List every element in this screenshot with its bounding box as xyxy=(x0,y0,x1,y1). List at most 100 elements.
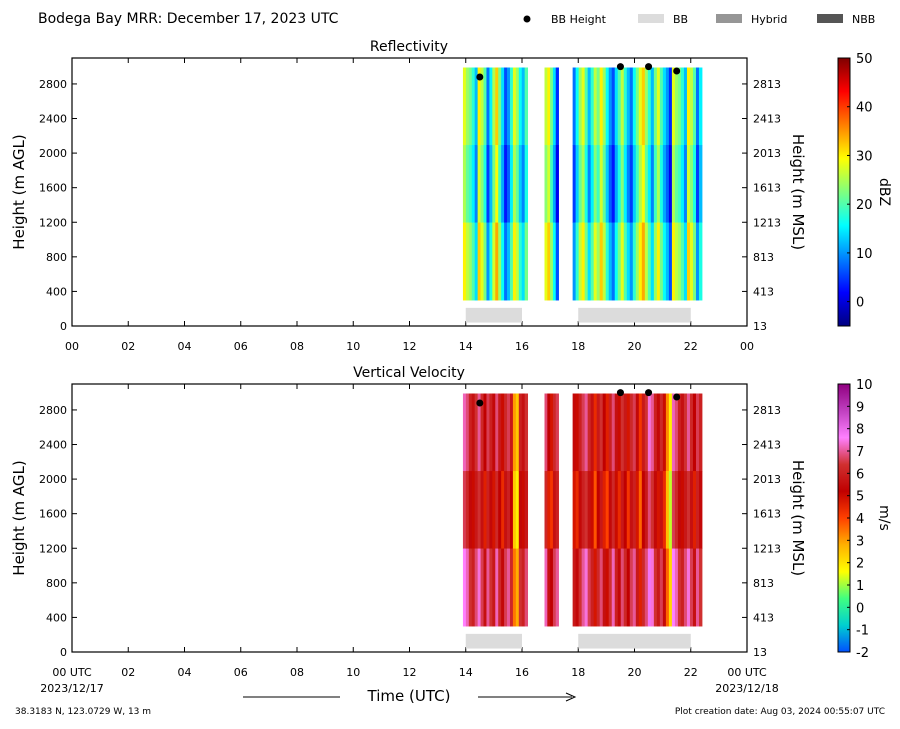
data-column-cell xyxy=(518,471,523,549)
y-tick-right-label: 13 xyxy=(753,646,767,659)
vertical-velocity-panel: 00 UTC 02 04 06 08 10 12 14 16 18 20 22 00 UTC 0 400 80… xyxy=(39,383,781,679)
data-column-cell xyxy=(617,145,622,223)
colorbar-tick-label: 6 xyxy=(856,467,864,482)
data-column-cell xyxy=(641,222,646,301)
dbz-colorbar-label: dBZ xyxy=(876,178,892,206)
data-column-cell xyxy=(647,548,652,627)
data-column-cell xyxy=(492,222,496,301)
data-column-cell xyxy=(611,145,616,223)
data-column-cell xyxy=(489,548,493,627)
data-column-cell xyxy=(683,471,688,549)
data-column-cell xyxy=(518,67,523,146)
x-tick-label: 18 xyxy=(571,666,585,679)
data-column-cell xyxy=(665,145,670,223)
colorbar-tick-label: 1 xyxy=(856,579,864,594)
data-column-cell xyxy=(614,145,619,223)
data-column-cell xyxy=(483,548,487,627)
data-column-cell xyxy=(504,222,508,301)
data-column-cell xyxy=(647,222,652,301)
x-tick-label: 02 xyxy=(121,340,135,353)
data-column-cell xyxy=(477,548,481,627)
data-column-cell xyxy=(656,393,661,472)
data-column-cell xyxy=(507,548,511,627)
data-column-cell xyxy=(512,67,517,146)
data-column-cell xyxy=(489,393,493,472)
data-column-cell xyxy=(671,393,676,472)
data-column-cell xyxy=(620,222,625,301)
data-column-cell xyxy=(547,471,551,549)
data-column-cell xyxy=(599,548,604,627)
data-column-cell xyxy=(555,67,559,146)
data-column-cell xyxy=(617,222,622,301)
data-column-cell xyxy=(605,145,610,223)
x-tick-label: 10 xyxy=(346,666,360,679)
data-column-cell xyxy=(638,548,643,627)
data-column-cell xyxy=(572,222,577,301)
data-column-cell xyxy=(544,393,548,472)
colorbar-tick-label: 20 xyxy=(856,198,873,213)
data-column-cell xyxy=(629,145,634,223)
data-column-cell xyxy=(480,548,484,627)
data-column-cell xyxy=(492,548,496,627)
x-tick-label: 12 xyxy=(403,340,417,353)
data-column-cell xyxy=(581,67,586,146)
data-column-cell xyxy=(665,471,670,549)
data-column-cell xyxy=(593,145,598,223)
y-tick-right-label: 413 xyxy=(753,285,774,298)
data-column-cell xyxy=(686,471,691,549)
data-column-cell xyxy=(477,67,481,146)
data-column-cell xyxy=(501,67,505,146)
data-column-cell xyxy=(626,548,631,627)
data-column-cell xyxy=(647,67,652,146)
data-column-cell xyxy=(468,471,473,549)
data-column-cell xyxy=(465,67,470,146)
data-column-cell xyxy=(629,393,634,472)
data-column-cell xyxy=(587,222,592,301)
data-column-cell xyxy=(489,471,493,549)
data-column-cell xyxy=(483,393,487,472)
data-column-cell xyxy=(480,393,484,472)
data-column-cell xyxy=(698,548,703,627)
y-tick-right-label: 1613 xyxy=(753,182,781,195)
data-column-cell xyxy=(515,548,520,627)
reflectivity-panel: 00 02 04 06 08 10 12 14 16 18 20 22 0004008001200160… xyxy=(39,57,781,353)
data-column-cell xyxy=(695,145,700,223)
data-column-cell xyxy=(550,145,554,223)
data-column-cell xyxy=(596,471,601,549)
data-column-cell xyxy=(518,145,523,223)
data-column-cell xyxy=(671,145,676,223)
data-column-cell xyxy=(593,222,598,301)
data-column-cell xyxy=(689,145,694,223)
data-column-cell xyxy=(641,393,646,472)
data-column-cell xyxy=(489,145,493,223)
data-column-cell xyxy=(611,471,616,549)
data-column-cell xyxy=(698,393,703,472)
legend-swatch xyxy=(716,14,742,23)
data-column-cell xyxy=(584,393,589,472)
data-column-cell xyxy=(680,548,685,627)
bb-height-point xyxy=(476,399,484,407)
data-column-cell xyxy=(680,67,685,146)
colorbar-tick-label: 5 xyxy=(856,490,864,505)
data-column-cell xyxy=(584,471,589,549)
x-tick-label: 20 xyxy=(628,340,642,353)
data-column-cell xyxy=(521,145,526,223)
data-column-cell xyxy=(695,222,700,301)
data-column-cell xyxy=(674,222,679,301)
data-column-cell xyxy=(465,222,470,301)
y-tick-right-label: 2813 xyxy=(753,78,781,91)
data-column-cell xyxy=(498,145,502,223)
data-column-cell xyxy=(659,471,664,549)
data-column-cell xyxy=(659,145,664,223)
data-column-cell xyxy=(509,222,514,301)
data-column-cell xyxy=(689,548,694,627)
data-column-cell xyxy=(602,67,607,146)
start-date-label: 2023/12/17 xyxy=(40,682,103,695)
data-column-cell xyxy=(590,548,595,627)
colorbar-tick-label: 3 xyxy=(856,534,864,549)
data-column-cell xyxy=(614,222,619,301)
x-tick-label: 18 xyxy=(571,340,585,353)
velocity-ylabel: Height (m AGL) xyxy=(10,460,28,575)
data-column-cell xyxy=(632,471,637,549)
y-tick-right-label: 2413 xyxy=(753,439,781,452)
